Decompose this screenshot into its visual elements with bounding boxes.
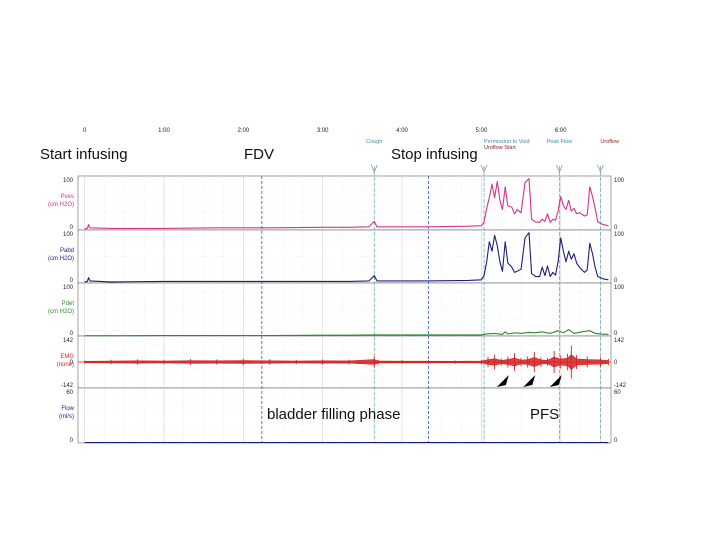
channel-unit-emg: (none)	[57, 362, 74, 368]
time-tick-label: 1:00	[158, 128, 170, 134]
ytick-zero-right: 0	[614, 360, 618, 366]
time-tick-label: 5:00	[476, 128, 488, 134]
event-label: Peak Flow	[547, 139, 573, 145]
ytick-max-left: 142	[63, 338, 74, 344]
chart-grid	[78, 176, 611, 443]
event-label: Cough	[366, 139, 382, 145]
time-tick-label: 6:00	[555, 128, 567, 134]
ytick-max-left: 60	[66, 390, 73, 396]
arrowhead-marker	[523, 375, 536, 387]
time-tick-label: 3:00	[317, 128, 329, 134]
ytick-max-right: 60	[614, 390, 621, 396]
ytick-min-right: 0	[614, 225, 618, 231]
channel-unit-pdet: (cm H2O)	[48, 309, 74, 315]
trace-pabd	[84, 232, 609, 283]
channel-unit-flow: (ml/s)	[59, 414, 74, 420]
arrowhead-marker	[549, 375, 562, 387]
ytick-zero-left: 0	[70, 360, 74, 366]
ytick-max-right: 100	[614, 285, 625, 291]
arrowhead-marker	[496, 375, 509, 387]
ytick-min-right: 0	[614, 438, 618, 444]
ytick-min-left: 0	[70, 438, 74, 444]
event-chevron	[480, 164, 488, 173]
event-label: Permission to Void	[484, 139, 530, 145]
chart-labels: 0 1:00 2:00 3:00 4:00 5:00 6:00 Cough Permission…	[48, 128, 627, 444]
channel-name-pves: Pves	[61, 194, 74, 200]
ytick-min-left: 0	[70, 278, 74, 284]
event-chevron	[370, 164, 378, 173]
channel-unit-pves: (cm H2O)	[48, 202, 74, 208]
channel-name-pabd: Pabd	[60, 248, 74, 254]
channel-traces	[78, 178, 611, 444]
ytick-min-left: 0	[70, 331, 74, 337]
time-tick-label: 2:00	[237, 128, 249, 134]
ytick-max-right: 100	[614, 178, 625, 184]
event-chevron	[597, 164, 604, 173]
channel-name-pdet: Pdet	[62, 301, 75, 307]
ytick-max-right: 100	[614, 232, 625, 238]
trace-pdet	[84, 329, 609, 337]
filling-phase-label: bladder filling phase	[267, 406, 400, 423]
ytick-min-right: 0	[614, 278, 618, 284]
stop-infusing-label: Stop infusing	[391, 146, 478, 163]
event-label: Uroflow	[600, 139, 619, 145]
ytick-min-left: 0	[70, 225, 74, 231]
time-tick-label: 0	[83, 128, 87, 134]
ytick-max-left: 100	[63, 178, 74, 184]
ytick-max-left: 100	[63, 232, 74, 238]
ytick-max-right: 142	[614, 338, 625, 344]
pfs-label: PFS	[530, 406, 559, 423]
channel-name-flow: Flow	[61, 406, 74, 412]
channel-name-emg: EMG	[60, 354, 74, 360]
ytick-max-left: 100	[63, 285, 74, 291]
trace-pves	[84, 178, 609, 230]
ytick-min-right: 0	[614, 331, 618, 337]
ytick-min-right: -142	[614, 383, 627, 389]
start-infusing-label: Start infusing	[40, 146, 128, 163]
ytick-min-left: -142	[61, 383, 74, 389]
time-tick-label: 4:00	[396, 128, 408, 134]
event-chevron	[556, 164, 563, 173]
fdv-label: FDV	[244, 146, 274, 163]
phase-markers	[261, 164, 604, 443]
channel-unit-pabd: (cm H2O)	[48, 256, 74, 262]
event-label: Uroflow Start	[484, 145, 516, 151]
